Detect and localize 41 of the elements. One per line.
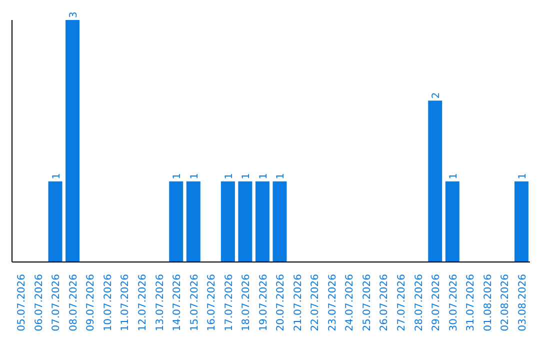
x-tick-label: 15.07.2026 (189, 274, 200, 332)
data-label: 1 (448, 172, 460, 180)
x-tick-label: 07.07.2026 (51, 274, 62, 332)
x-tick-label: 20.07.2026 (276, 274, 287, 332)
x-tick-label: 17.07.2026 (224, 274, 235, 332)
x-tick-label: 30.07.2026 (448, 274, 460, 332)
x-tick-label: 06.07.2026 (34, 274, 45, 332)
x-tick-label: 25.07.2026 (362, 274, 373, 332)
x-tick-label: 05.07.2026 (16, 274, 28, 332)
x-tick-label: 22.07.2026 (310, 274, 322, 332)
x-tick-label: 12.07.2026 (138, 274, 148, 332)
data-label: 3 (68, 12, 80, 18)
x-tick-label: 18.07.2026 (241, 274, 252, 332)
x-tick-label: 23.07.2026 (327, 274, 338, 332)
x-tick-label: 26.07.2026 (379, 274, 390, 332)
x-tick-label: 28.07.2026 (414, 274, 425, 332)
data-label: 1 (276, 172, 287, 180)
data-label: 1 (189, 172, 200, 180)
x-tick-label: 08.07.2026 (68, 274, 80, 332)
x-tick-label: 19.07.2026 (258, 274, 270, 332)
x-tick-label: 27.07.2026 (396, 274, 408, 332)
x-tick-label: 16.07.2026 (206, 274, 218, 332)
x-tick-label: 13.07.2026 (154, 274, 166, 332)
data-label: 1 (224, 172, 235, 180)
x-tick-label: 02.08.2026 (500, 274, 512, 332)
x-tick-label: 09.07.2026 (86, 274, 97, 332)
x-tick-label: 29.07.2026 (431, 274, 442, 332)
data-label: 1 (258, 172, 270, 180)
data-label: 1 (241, 172, 252, 180)
data-label: 1 (51, 172, 62, 180)
x-tick-label: 14.07.2026 (172, 274, 184, 332)
x-tick-label: 01.08.2026 (482, 274, 494, 332)
x-tick-label: 11.07.2026 (120, 274, 132, 332)
data-label: 1 (517, 172, 528, 180)
x-tick-label: 24.07.2026 (344, 274, 356, 332)
data-label: 2 (431, 92, 442, 99)
x-tick-label: 21.07.2026 (292, 274, 304, 332)
data-label: 1 (172, 172, 184, 180)
x-tick-label: 10.07.2026 (102, 274, 114, 332)
x-tick-label: 31.07.2026 (466, 274, 477, 332)
x-tick-label: 03.08.2026 (517, 274, 528, 332)
